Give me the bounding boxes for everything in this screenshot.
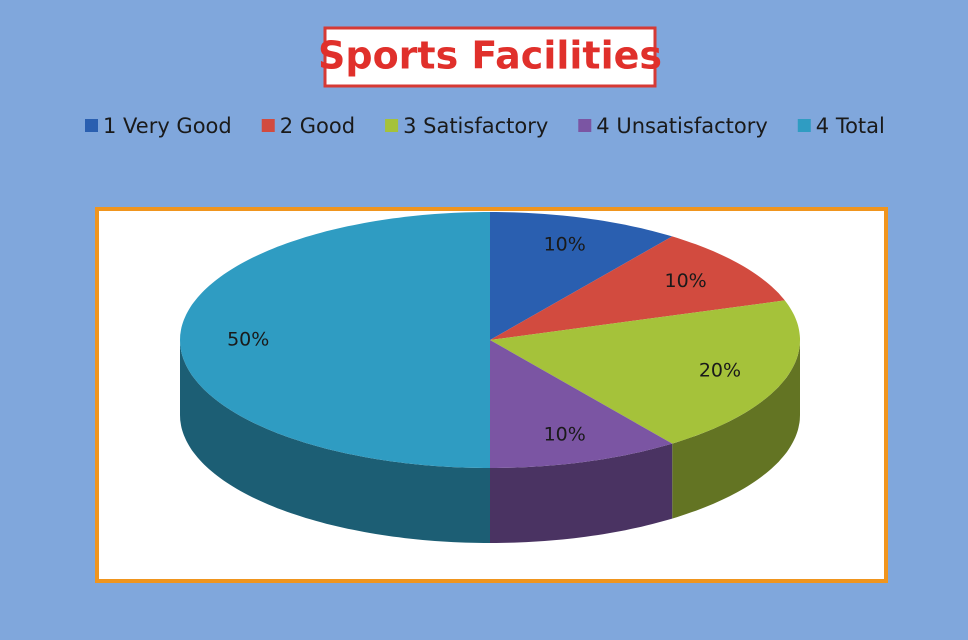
slice-label: 50% — [227, 329, 269, 351]
slice-side — [490, 443, 673, 543]
slice — [180, 212, 490, 468]
legend-label: 4 Total — [816, 114, 885, 138]
legend-label: 2 Good — [280, 114, 355, 138]
slice — [490, 300, 800, 444]
title-box — [323, 26, 657, 88]
slice-side — [180, 340, 490, 543]
slice-side — [672, 340, 800, 519]
slice-label: 10% — [544, 234, 586, 256]
legend-marker — [85, 119, 98, 132]
legend-marker — [797, 119, 811, 132]
pie: 10% 10% 20% 10% 50% — [180, 212, 800, 543]
legend: 1 Very Good 2 Good 3 Satisfactory 4 Unsatis… — [85, 114, 885, 138]
slice-label: 20% — [699, 359, 741, 381]
legend-marker — [578, 119, 592, 132]
slice — [490, 212, 673, 340]
chart-title: Sports Facilities — [318, 34, 662, 78]
slice-label: 10% — [665, 270, 707, 292]
legend-label: 4 Unsatisfactory — [596, 114, 768, 138]
legend-marker — [385, 119, 399, 132]
slice-label: 10% — [544, 423, 586, 445]
legend-marker — [261, 119, 275, 132]
legend-label: 3 Satisfactory — [403, 114, 548, 138]
legend-label: 1 Very Good — [103, 114, 232, 138]
slice — [490, 236, 785, 340]
slice — [490, 340, 673, 468]
